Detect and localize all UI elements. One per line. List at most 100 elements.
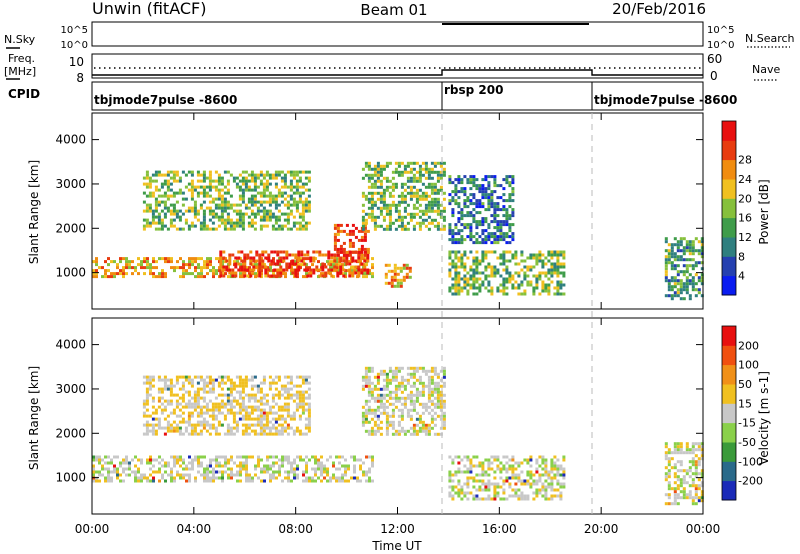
data-cell [146, 461, 149, 465]
data-cell [178, 432, 182, 436]
data-cell [448, 494, 452, 498]
data-cell [520, 292, 524, 296]
data-cell [160, 209, 164, 213]
data-cell [261, 253, 265, 257]
data-cell [556, 458, 560, 462]
data-cell [230, 473, 233, 477]
data-cell [122, 272, 125, 276]
data-cell [457, 229, 461, 233]
data-cell [430, 369, 434, 373]
data-cell [107, 455, 110, 459]
data-cell [166, 429, 170, 433]
data-cell [490, 461, 494, 465]
data-cell [562, 256, 566, 260]
data-cell [221, 263, 224, 267]
data-cell [382, 191, 386, 195]
data-cell [366, 229, 370, 233]
data-cell [182, 476, 185, 480]
data-cell [145, 396, 149, 400]
data-cell [232, 176, 236, 180]
data-cell [283, 182, 287, 186]
data-cell [700, 475, 704, 479]
data-cell [448, 473, 452, 477]
data-cell [361, 209, 365, 213]
data-cell [556, 494, 560, 498]
data-cell [294, 262, 298, 266]
data-cell [418, 426, 422, 430]
data-cell [294, 256, 298, 260]
data-cell [553, 467, 557, 471]
data-cell [532, 491, 536, 495]
data-cell [336, 232, 340, 236]
data-cell [691, 442, 695, 446]
data-cell [529, 476, 533, 480]
data-cell [247, 417, 251, 421]
data-cell [379, 185, 383, 189]
data-cell [385, 372, 389, 376]
data-cell [208, 188, 212, 192]
data-cell [436, 432, 440, 436]
data-cell [185, 263, 188, 267]
data-cell [223, 381, 227, 385]
data-cell [259, 432, 263, 436]
data-cell [238, 378, 242, 382]
data-cell [290, 266, 293, 270]
data-cell [148, 194, 152, 198]
data-cell [463, 187, 467, 191]
data-cell [421, 366, 425, 370]
data-cell [676, 273, 680, 277]
data-cell [469, 226, 473, 230]
data-cell [451, 488, 455, 492]
data-cell [505, 461, 509, 465]
data-cell [295, 426, 299, 430]
data-cell [382, 378, 386, 382]
data-cell [107, 461, 110, 465]
data-cell [160, 173, 164, 177]
data-cell [496, 289, 500, 293]
data-cell [265, 179, 269, 183]
data-cell [241, 399, 245, 403]
data-cell [664, 258, 668, 262]
data-cell [142, 399, 146, 403]
data-cell [292, 221, 296, 225]
data-cell [367, 432, 371, 436]
data-cell [484, 241, 488, 245]
data-cell [280, 408, 284, 412]
data-cell [163, 408, 167, 412]
data-cell [119, 479, 122, 483]
data-cell [430, 209, 434, 213]
data-cell [148, 375, 152, 379]
data-cell [268, 200, 272, 204]
data-cell [271, 378, 275, 382]
data-cell [145, 429, 149, 433]
data-cell [511, 232, 515, 236]
data-cell [283, 417, 287, 421]
data-cell [154, 209, 158, 213]
data-cell [520, 283, 524, 287]
data-cell [490, 292, 494, 296]
data-cell [490, 467, 494, 471]
data-cell [448, 229, 452, 233]
data-cell [393, 266, 397, 270]
data-cell [125, 257, 128, 261]
data-cell [298, 384, 302, 388]
data-cell [295, 209, 299, 213]
data-cell [418, 188, 422, 192]
data-cell [550, 262, 554, 266]
data-cell [520, 497, 524, 501]
data-cell [220, 375, 224, 379]
freq-label: Freq. [8, 52, 35, 65]
data-cell [223, 227, 227, 231]
data-cell [697, 261, 701, 265]
data-cell [163, 378, 167, 382]
data-cell [469, 175, 473, 179]
data-cell [412, 402, 416, 406]
data-cell [314, 257, 317, 261]
data-cell [194, 479, 197, 483]
data-cell [682, 496, 686, 500]
data-cell [157, 390, 161, 394]
data-cell [229, 227, 233, 231]
data-cell [289, 417, 293, 421]
data-cell [439, 227, 443, 231]
data-cell [700, 243, 704, 247]
